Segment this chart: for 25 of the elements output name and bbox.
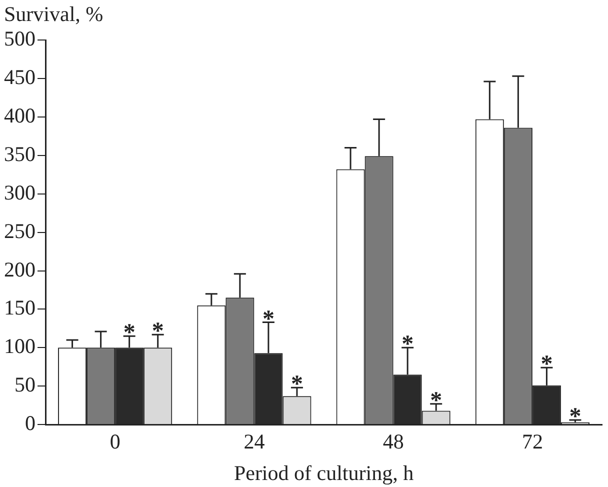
data-label: * <box>569 404 582 430</box>
y-tick-label: 50 <box>14 372 36 397</box>
y-tick-label: 500 <box>4 26 36 51</box>
x-axis-title: Period of culturing, h <box>234 460 414 485</box>
y-tick-label: 350 <box>4 142 36 166</box>
y-tick-label: 400 <box>4 103 36 128</box>
y-tick-label: 250 <box>4 218 36 243</box>
data-label: * <box>430 388 442 414</box>
data-label: * <box>262 306 274 332</box>
y-tick-label: 450 <box>4 64 36 89</box>
x-tick-label: 48 <box>382 430 404 454</box>
x-tick-label: 72 <box>522 430 543 454</box>
data-label: * <box>402 332 414 358</box>
data-label: * <box>123 320 136 346</box>
data-label: * <box>152 318 164 345</box>
y-tick-label: 200 <box>4 257 36 282</box>
y-tick-label: 100 <box>4 334 36 358</box>
data-label: * <box>540 352 553 378</box>
y-tick-label: 300 <box>4 180 36 204</box>
data-label: * <box>290 372 303 398</box>
x-tick-label: 24 <box>244 430 266 454</box>
x-tick-label: 0 <box>110 430 120 454</box>
y-tick-label: 0 <box>25 411 36 436</box>
y-axis-title: Survival, % <box>4 2 104 27</box>
y-tick-label: 150 <box>4 296 36 320</box>
